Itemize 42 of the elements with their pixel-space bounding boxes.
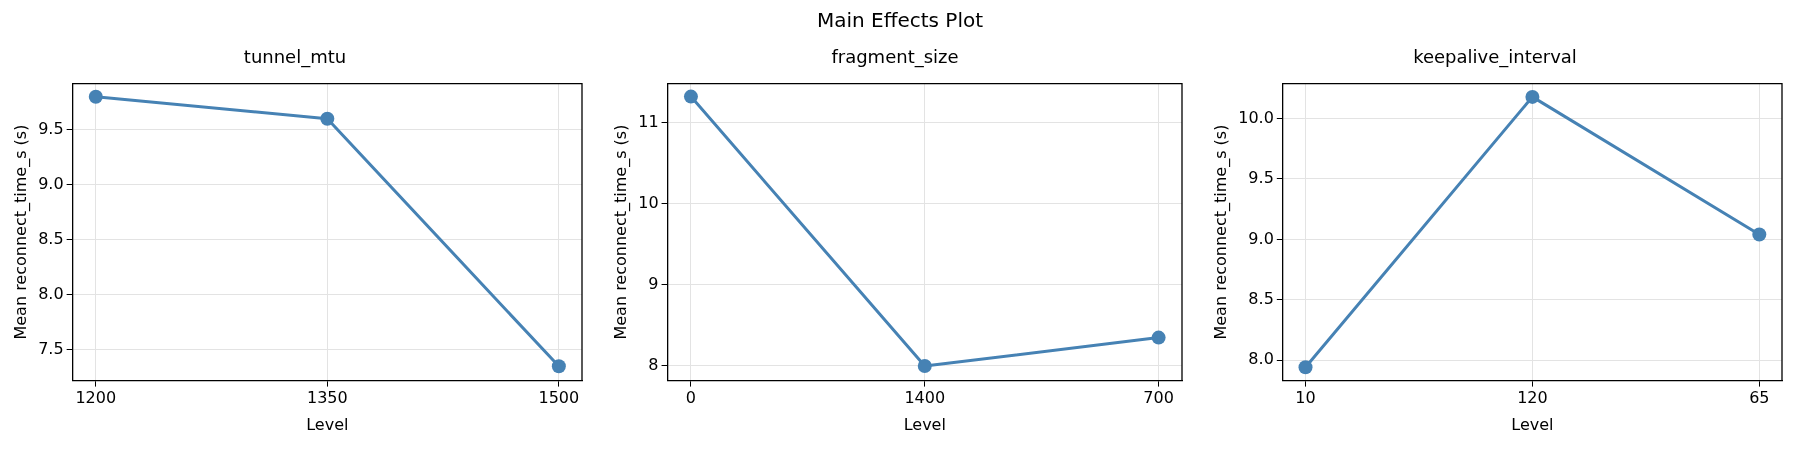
x-tick-label: 120 — [1517, 388, 1548, 408]
x-tick-label: 1350 — [306, 388, 348, 408]
y-tick-label: 8.0 — [38, 283, 64, 303]
y-tick-label: 10.0 — [1238, 107, 1274, 127]
x-axis-title: Level — [1511, 414, 1554, 434]
y-axis-title: Mean reconnect_time_s (s) — [10, 124, 31, 340]
point — [88, 89, 103, 104]
y-tick-label: 10 — [638, 192, 659, 212]
chart-title: tunnel_mtu — [243, 46, 347, 69]
y-tick-label: 9 — [648, 274, 659, 293]
y-tick-label: 11 — [638, 111, 659, 131]
x-axis-title: Level — [903, 414, 946, 434]
x-tick-label: 65 — [1749, 388, 1770, 408]
point — [1525, 89, 1540, 104]
x-tick-label: 0 — [685, 388, 697, 408]
point — [917, 358, 932, 373]
point — [551, 359, 566, 374]
x-tick-label: 1500 — [538, 388, 580, 408]
y-tick-label: 9.5 — [1248, 168, 1274, 188]
y-tick-label: 7.5 — [38, 338, 64, 358]
y-tick-label: 9.0 — [38, 173, 64, 193]
y-tick-label: 9.0 — [1248, 228, 1274, 248]
point — [683, 89, 698, 104]
x-tick-label: 1200 — [75, 388, 117, 408]
x-tick-label: 10 — [1295, 388, 1316, 408]
y-tick-label: 9.5 — [38, 118, 64, 138]
chart-title: fragment_size — [831, 46, 959, 69]
x-axis-title: Level — [306, 414, 349, 434]
y-tick-label: 8.0 — [1248, 349, 1274, 369]
text: Main Effects Plot — [815, 8, 985, 32]
y-tick-label: 8 — [648, 355, 659, 375]
x-tick-label: 700 — [1143, 388, 1174, 408]
y-tick-label: 8.5 — [38, 228, 64, 248]
point — [1298, 360, 1313, 375]
y-axis-title: Mean reconnect_time_s (s) — [610, 124, 631, 340]
point — [320, 111, 335, 126]
point — [1151, 330, 1166, 345]
x-tick-label: 1400 — [904, 388, 946, 408]
y-axis-title: Mean reconnect_time_s (s) — [1210, 124, 1231, 340]
point — [1752, 227, 1767, 242]
chart-title: keepalive_interval — [1413, 46, 1577, 69]
y-tick-label: 8.5 — [1248, 288, 1274, 308]
